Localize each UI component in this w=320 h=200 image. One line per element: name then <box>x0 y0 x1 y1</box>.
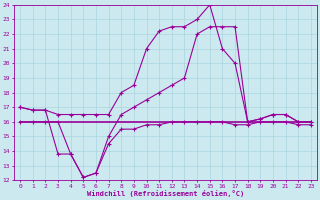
X-axis label: Windchill (Refroidissement éolien,°C): Windchill (Refroidissement éolien,°C) <box>87 190 244 197</box>
